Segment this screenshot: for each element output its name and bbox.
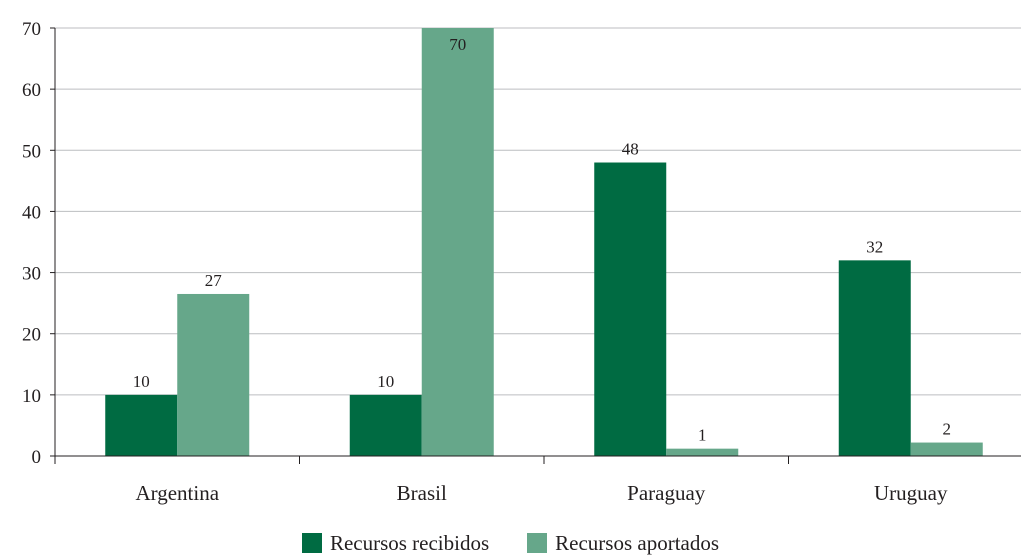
legend: Recursos recibidos Recursos aportados: [0, 528, 1021, 558]
y-tick-label: 10: [22, 386, 41, 407]
legend-label-aportados: Recursos aportados: [555, 530, 720, 555]
bar: [105, 394, 178, 456]
x-category-label: Argentina: [135, 481, 219, 505]
x-axis-category-labels: Argentina Brasil Paraguay Uruguay: [135, 481, 948, 505]
y-tick-label: 40: [22, 202, 41, 223]
y-tick-label: 30: [22, 264, 41, 285]
bars: [105, 28, 983, 456]
y-tick-label: 70: [22, 19, 41, 40]
data-labels: 10 27 10 70 48 1 32 2: [133, 35, 951, 445]
data-label: 70: [449, 35, 466, 54]
legend-label-recibidos: Recursos recibidos: [329, 530, 490, 555]
y-tick-label: 20: [22, 325, 41, 346]
x-category-label: Brasil: [397, 481, 447, 505]
data-label: 10: [133, 372, 150, 391]
bar: [666, 448, 739, 456]
y-tick-label: 50: [22, 141, 41, 162]
legend-item-recibidos: Recursos recibidos: [301, 530, 490, 556]
data-label: 27: [205, 271, 223, 290]
bar: [910, 442, 983, 456]
x-category-label: Paraguay: [627, 481, 706, 505]
legend-swatch-recibidos: [301, 533, 322, 553]
y-tick-label: 0: [32, 447, 42, 468]
legend-item-aportados: Recursos aportados: [527, 531, 719, 556]
data-label: 1: [698, 426, 707, 445]
bar: [838, 260, 911, 456]
data-label: 10: [377, 372, 394, 391]
x-category-label: Uruguay: [874, 481, 948, 505]
y-tick-label: 60: [22, 80, 41, 101]
y-axis-tick-labels: 0 10 20 30 40 50 60 70: [22, 19, 41, 468]
data-label: 48: [622, 140, 639, 159]
bar: [177, 293, 250, 456]
data-label: 2: [943, 420, 952, 439]
legend-swatch-aportados: [527, 533, 548, 553]
bar: [349, 394, 422, 456]
data-label: 32: [866, 237, 883, 256]
axes: [50, 27, 1021, 464]
bar: [594, 162, 667, 456]
bar: [421, 28, 494, 456]
bar-chart: 0 10 20 30 40 50 60 70 Argentina Brasil Paraguay U…: [22, 19, 1021, 505]
